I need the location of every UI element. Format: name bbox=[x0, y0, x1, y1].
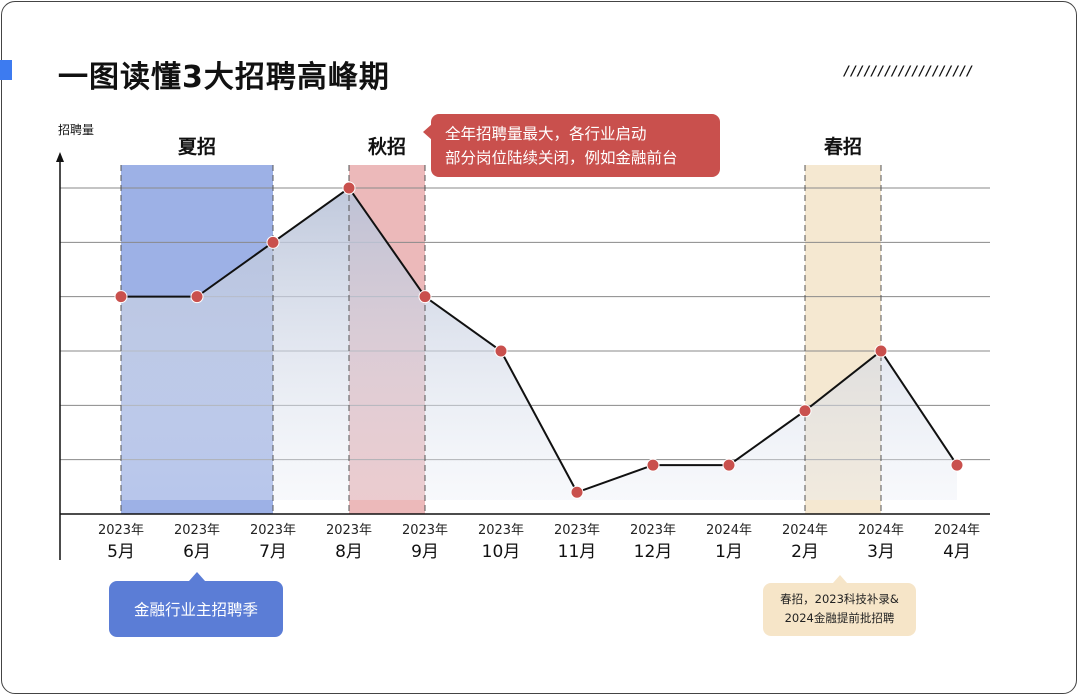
summer-callout: 金融行业主招聘季 bbox=[109, 572, 283, 637]
data-point-1 bbox=[190, 290, 204, 304]
band-label-2: 春招 bbox=[824, 135, 862, 158]
x-tick-year-11: 2024年 bbox=[934, 523, 980, 538]
data-point-10 bbox=[874, 344, 888, 358]
x-tick-month-11: 4月 bbox=[943, 542, 971, 562]
band-label-1: 秋招 bbox=[368, 135, 406, 158]
data-point-2 bbox=[266, 235, 280, 249]
spring-callout: 春招，2023科技补录& 2024金融提前批招聘 bbox=[763, 575, 916, 636]
x-tick-year-5: 2023年 bbox=[478, 523, 524, 538]
x-tick-year-1: 2023年 bbox=[174, 523, 220, 538]
x-tick-month-9: 2月 bbox=[791, 542, 819, 562]
band-label-0: 夏招 bbox=[178, 135, 216, 158]
autumn-callout-line2: 部分岗位陆续关闭，例如金融前台 bbox=[445, 149, 678, 167]
x-tick-month-4: 9月 bbox=[411, 542, 439, 562]
x-tick-year-8: 2024年 bbox=[706, 523, 752, 538]
x-tick-month-7: 12月 bbox=[634, 542, 673, 562]
accent-bar bbox=[0, 60, 12, 80]
spring-callout-line1: 春招，2023科技补录& bbox=[780, 592, 899, 606]
x-tick-month-5: 10月 bbox=[482, 542, 521, 562]
series-line bbox=[121, 186, 958, 494]
y-axis-label: 招聘量 bbox=[58, 123, 94, 137]
x-tick-year-7: 2023年 bbox=[630, 523, 676, 538]
x-tick-month-6: 11月 bbox=[558, 542, 597, 562]
data-point-8 bbox=[722, 458, 736, 472]
hatch-decoration: /////////////////// bbox=[843, 64, 974, 79]
summer-callout-text: 金融行业主招聘季 bbox=[133, 601, 258, 619]
data-point-9 bbox=[798, 404, 812, 418]
x-tick-month-10: 3月 bbox=[867, 542, 895, 562]
x-tick-month-2: 7月 bbox=[259, 542, 287, 562]
autumn-callout: 全年招聘量最大，各行业启动 部分岗位陆续关闭，例如金融前台 bbox=[423, 114, 720, 177]
x-tick-year-4: 2023年 bbox=[402, 523, 448, 538]
x-tick-year-0: 2023年 bbox=[98, 523, 144, 538]
y-axis-arrow bbox=[56, 152, 64, 162]
data-point-5 bbox=[494, 344, 508, 358]
data-point-0 bbox=[114, 290, 128, 304]
x-tick-month-1: 6月 bbox=[183, 542, 211, 562]
x-tick-year-3: 2023年 bbox=[326, 523, 372, 538]
autumn-callout-line1: 全年招聘量最大，各行业启动 bbox=[445, 125, 647, 143]
page-title: 一图读懂3大招聘高峰期 bbox=[58, 60, 390, 95]
data-point-6 bbox=[570, 485, 584, 499]
x-tick-year-9: 2024年 bbox=[782, 523, 828, 538]
data-point-11 bbox=[950, 458, 964, 472]
x-tick-year-10: 2024年 bbox=[858, 523, 904, 538]
spring-callout-line2: 2024金融提前批招聘 bbox=[784, 611, 895, 625]
x-tick-month-0: 5月 bbox=[107, 542, 135, 562]
x-tick-month-8: 1月 bbox=[715, 542, 743, 562]
x-tick-year-6: 2023年 bbox=[554, 523, 600, 538]
data-point-7 bbox=[646, 458, 660, 472]
x-tick-month-3: 8月 bbox=[335, 542, 363, 562]
data-point-4 bbox=[418, 290, 432, 304]
data-point-3 bbox=[342, 181, 356, 195]
x-tick-year-2: 2023年 bbox=[250, 523, 296, 538]
area-fill bbox=[121, 188, 957, 500]
